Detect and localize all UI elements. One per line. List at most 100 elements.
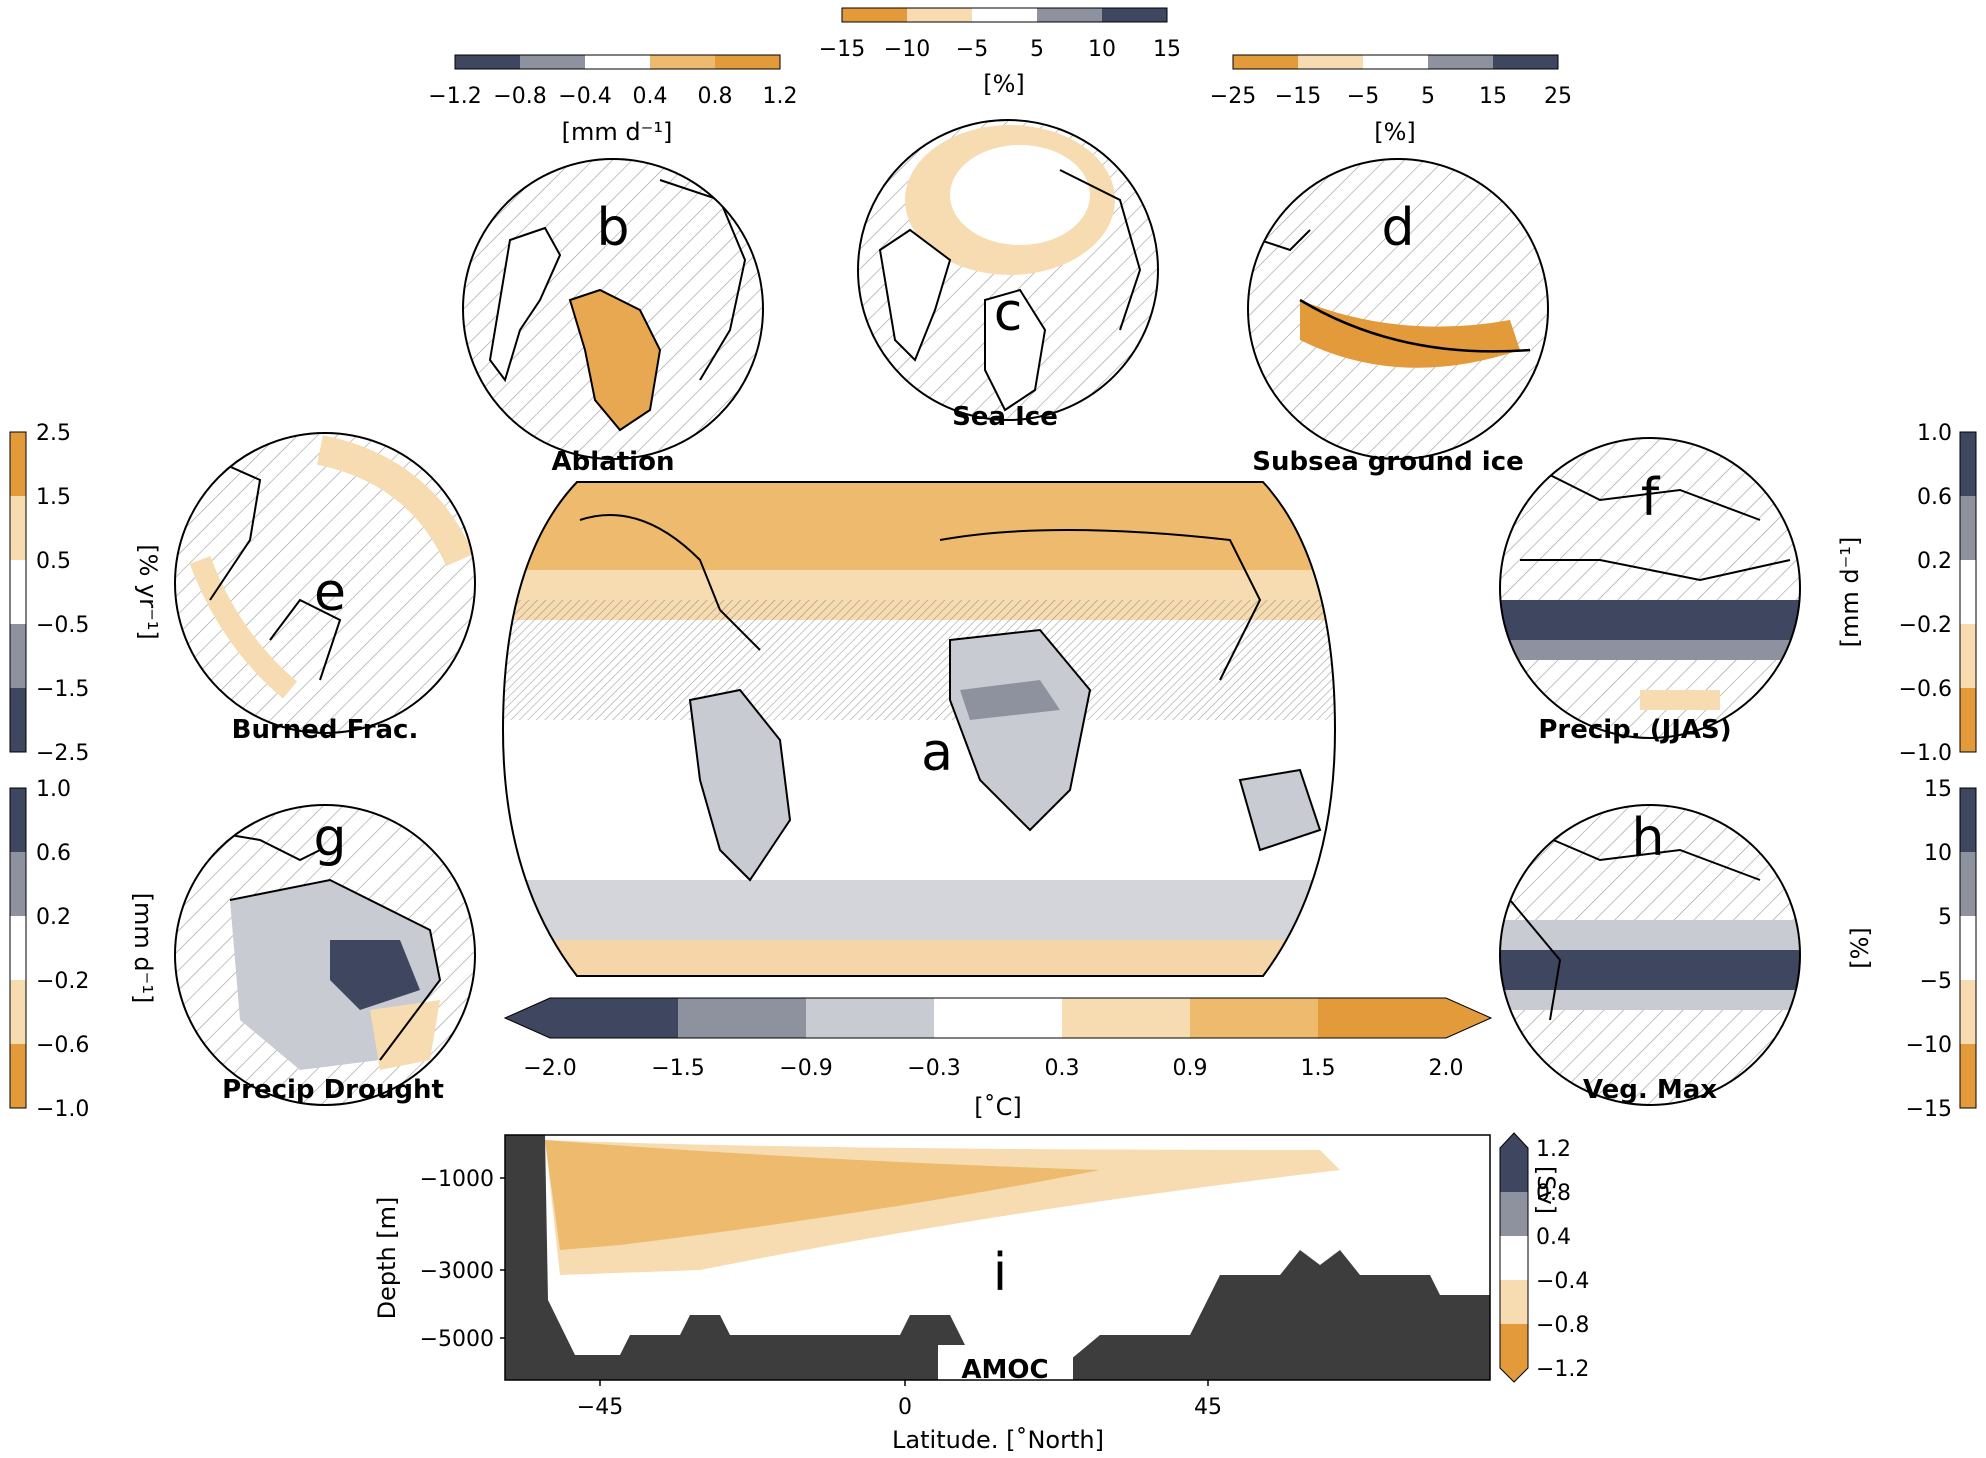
cb-e-tick: 2.5 [36, 421, 71, 446]
cb-g-tick: 1.0 [36, 777, 71, 802]
cb-b-unit: [mm d⁻¹] [562, 118, 673, 146]
cb-c-tick: 15 [1153, 37, 1181, 62]
cb-a-tick: 0.9 [1173, 1056, 1208, 1081]
cb-a-tick: −0.9 [779, 1056, 832, 1081]
cb-b-tick: −1.2 [428, 84, 481, 109]
cb-e-tick: 1.5 [36, 485, 71, 510]
cb-h-tick: 10 [1924, 841, 1952, 866]
cb-g-tick: −1.0 [36, 1097, 89, 1122]
cb-h-unit: [%] [1846, 927, 1874, 969]
amoc-panel: i AMOC −1000 −3000 −5000 −45 0 45 Latitu… [373, 1135, 1490, 1454]
cb-g-tick: −0.2 [36, 969, 89, 994]
panel-label-b: Ablation [552, 447, 675, 477]
amoc-ytick: −1000 [420, 1167, 494, 1192]
cb-b-tick: −0.4 [558, 84, 611, 109]
cb-h-tick: −5 [1920, 969, 1952, 994]
panel-label-c: Sea Ice [952, 402, 1058, 432]
globe-e: e Burned Frac. [172, 430, 482, 745]
cb-f-tick: 0.6 [1917, 485, 1952, 510]
cb-f-tick: −0.2 [1899, 613, 1952, 638]
cb-a-tick: 1.5 [1301, 1056, 1336, 1081]
globe-f: f Precip. (JJAS) [1497, 435, 1807, 745]
panel-label-i: AMOC [961, 1355, 1048, 1385]
amoc-xtick: −45 [577, 1395, 623, 1420]
cb-b-tick: 0.8 [698, 84, 733, 109]
cb-e-unit: [% yr⁻¹] [134, 544, 162, 640]
cb-g-tick: −0.6 [36, 1033, 89, 1058]
cb-d-tick: 25 [1544, 84, 1572, 109]
globe-g: g Precip Drought [172, 802, 482, 1112]
globe-b: b Ablation [460, 155, 770, 477]
amoc-xlabel: Latitude. [˚North] [892, 1426, 1104, 1454]
cb-f-tick: −1.0 [1899, 741, 1952, 766]
cb-c-tick: 5 [1030, 37, 1044, 62]
globe-h: h Veg. Max [1497, 802, 1807, 1112]
cb-d-tick: 15 [1479, 84, 1507, 109]
cb-a-tick: −0.3 [907, 1056, 960, 1081]
panel-label-g: Precip Drought [222, 1075, 444, 1105]
colorbar-f: 1.0 0.6 0.2 −0.2 −0.6 −1.0 [mm d⁻¹] [1836, 421, 1976, 766]
cb-i-tick: −1.2 [1536, 1357, 1589, 1382]
colorbar-h: 15 10 5 −5 −10 −15 [%] [1846, 777, 1976, 1122]
cb-f-tick: −0.6 [1899, 677, 1952, 702]
panel-letter-f: f [1641, 468, 1661, 528]
panel-letter-e: e [314, 563, 346, 623]
panel-letter-d: d [1381, 198, 1414, 258]
cb-i-tick: −0.4 [1536, 1269, 1589, 1294]
cb-d-tick: −5 [1347, 84, 1379, 109]
cb-i-unit: [Sv] [1532, 1166, 1560, 1214]
panel-letter-b: b [596, 198, 629, 258]
cb-b-tick: 0.4 [633, 84, 668, 109]
cb-d-tick: 5 [1421, 84, 1435, 109]
cb-c-tick: 10 [1088, 37, 1116, 62]
cb-h-tick: −10 [1906, 1033, 1952, 1058]
cb-h-tick: 15 [1924, 777, 1952, 802]
cb-a-tick: −1.5 [651, 1056, 704, 1081]
panel-letter-a: a [921, 723, 953, 783]
colorbar-e: 2.5 1.5 0.5 −0.5 −1.5 −2.5 [% yr⁻¹] [10, 421, 162, 766]
cb-f-unit: [mm d⁻¹] [1836, 537, 1864, 648]
panel-label-f: Precip. (JJAS) [1538, 715, 1731, 745]
cb-g-tick: 0.6 [36, 841, 71, 866]
cb-f-tick: 0.2 [1917, 549, 1952, 574]
panel-label-h: Veg. Max [1583, 1075, 1717, 1105]
colorbar-i: 1.2 0.8 0.4 −0.4 −0.8 −1.2 [Sv] [1500, 1133, 1589, 1382]
cb-c-tick: −10 [884, 37, 930, 62]
amoc-ytick: −5000 [420, 1327, 494, 1352]
cb-c-unit: [%] [983, 70, 1025, 98]
cb-h-tick: −15 [1906, 1097, 1952, 1122]
cb-e-tick: 0.5 [36, 549, 71, 574]
cb-e-tick: −2.5 [36, 741, 89, 766]
map-a: a [500, 480, 1340, 980]
cb-h-tick: 5 [1938, 905, 1952, 930]
amoc-ytick: −3000 [420, 1259, 494, 1284]
cb-a-tick: 0.3 [1045, 1056, 1080, 1081]
cb-g-unit: [mm d⁻¹] [129, 893, 157, 1004]
amoc-xtick: 0 [898, 1395, 912, 1420]
cb-b-tick: −0.8 [493, 84, 546, 109]
amoc-xtick: 45 [1194, 1395, 1222, 1420]
cb-d-tick: −15 [1275, 84, 1321, 109]
colorbar-a: −2.0 −1.5 −0.9 −0.3 0.3 0.9 1.5 2.0 [˚C] [505, 998, 1491, 1121]
cb-i-tick: 0.4 [1536, 1225, 1571, 1250]
panel-letter-g: g [313, 808, 346, 868]
cb-a-tick: −2.0 [523, 1056, 576, 1081]
cb-d-tick: −25 [1210, 84, 1256, 109]
cb-i-tick: −0.8 [1536, 1313, 1589, 1338]
amoc-ylabel: Depth [m] [373, 1197, 401, 1320]
cb-c-tick: −5 [956, 37, 988, 62]
panel-letter-i: i [993, 1243, 1007, 1303]
cb-a-unit: [˚C] [974, 1093, 1021, 1121]
cb-d-unit: [%] [1374, 118, 1416, 146]
cb-e-tick: −0.5 [36, 613, 89, 638]
cb-a-tick: 2.0 [1429, 1056, 1464, 1081]
colorbar-c: −15 −10 −5 5 10 15 [%] [819, 8, 1181, 98]
panel-label-d: Subsea ground ice [1252, 447, 1524, 477]
cb-g-tick: 0.2 [36, 905, 71, 930]
colorbar-g: 1.0 0.6 0.2 −0.2 −0.6 −1.0 [mm d⁻¹] [10, 777, 157, 1122]
colorbar-d: −25 −15 −5 5 15 25 [%] [1210, 55, 1572, 146]
colorbar-b: −1.2 −0.8 −0.4 0.4 0.8 1.2 [mm d⁻¹] [428, 55, 797, 146]
globe-c: c Sea Ice [855, 118, 1165, 432]
panel-label-e: Burned Frac. [232, 715, 419, 745]
